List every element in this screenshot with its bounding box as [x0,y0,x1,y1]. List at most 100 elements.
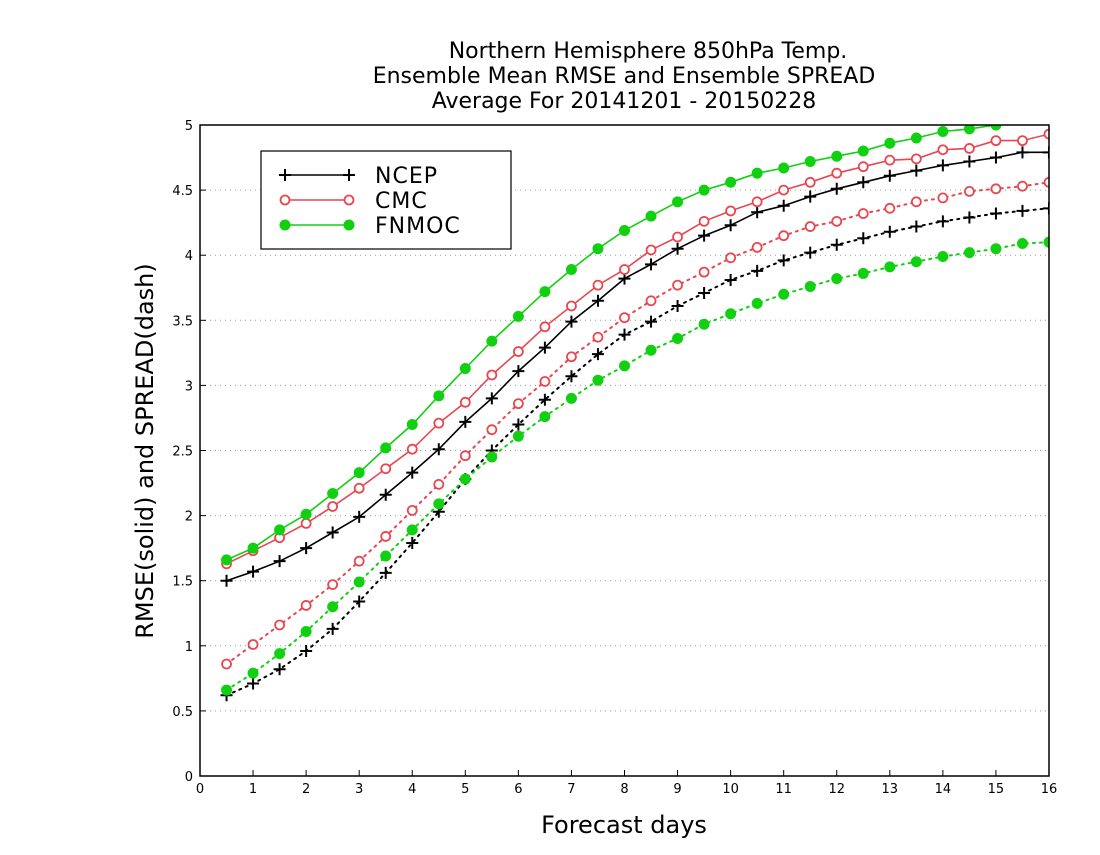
point-fnmoc-rmse-9 [459,362,471,374]
point-cmc-spread-22 [804,221,816,232]
point-fnmoc-spread-7 [406,524,418,536]
legend-marker-fnmoc-start [279,219,291,231]
point-ncep-rmse-30 [1016,146,1029,159]
point-fnmoc-spread-11 [512,430,524,442]
point-ncep-rmse-11 [512,365,525,378]
point-ncep-spread-29 [989,207,1002,220]
point-cmc-rmse-26 [910,153,922,165]
point-cmc-rmse-17 [672,231,683,243]
point-fnmoc-spread-30 [1016,237,1028,249]
legend-marker-fnmoc-end [343,219,355,231]
legend-item-cmc: CMC [279,189,427,214]
point-ncep-spread-22 [804,246,817,259]
point-cmc-spread-21 [778,230,790,242]
point-cmc-spread-8 [433,478,445,490]
x-tick-label-4: 4 [408,782,416,797]
point-cmc-spread-6 [380,531,392,542]
point-fnmoc-spread-24 [857,267,869,279]
point-fnmoc-rmse-11 [512,310,524,322]
point-cmc-rmse-19 [725,205,737,217]
x-tick-label-1: 1 [249,782,257,797]
point-ncep-rmse-3 [300,542,313,555]
point-fnmoc-rmse-19 [725,176,737,188]
point-fnmoc-rmse-28 [963,125,975,135]
point-fnmoc-rmse-22 [804,155,816,167]
y-axis-label: RMSE(solid) and SPREAD(dash) [131,263,159,639]
point-cmc-spread-24 [857,208,869,219]
point-cmc-spread-12 [539,376,551,387]
point-cmc-spread-19 [725,252,737,264]
legend-label-fnmoc: FNMOC [375,214,461,239]
point-ncep-spread-18 [698,286,711,299]
point-cmc-rmse-31 [1043,128,1049,140]
point-fnmoc-rmse-10 [486,335,498,347]
point-ncep-rmse-31 [1043,146,1049,159]
point-fnmoc-rmse-30 [1017,113,1027,123]
point-fnmoc-spread-13 [565,392,577,404]
y-tick-label-1: 0.5 [172,705,193,720]
point-fnmoc-rmse-24 [857,145,869,157]
point-ncep-rmse-26 [910,164,923,177]
series-fnmoc-rmse [221,113,1027,566]
point-cmc-spread-5 [353,555,365,567]
point-fnmoc-rmse-6 [380,442,392,454]
point-cmc-rmse-28 [964,143,975,154]
line-fnmoc-spread [225,241,1049,692]
point-cmc-spread-26 [910,196,922,208]
point-cmc-rmse-29 [990,135,1002,147]
title-line-3: Average For 20141201 - 20150228 [432,89,817,114]
point-ncep-rmse-6 [379,488,392,501]
point-ncep-rmse-25 [883,169,896,182]
x-tick-label-16: 16 [1041,782,1058,797]
x-tick-label-2: 2 [302,782,310,797]
point-cmc-spread-1 [247,639,259,650]
point-ncep-rmse-0 [220,574,233,587]
axes [199,124,1050,777]
point-fnmoc-rmse-17 [672,196,684,208]
point-cmc-rmse-10 [486,369,498,381]
y-tick-label-4: 2 [185,510,193,525]
legend-marker-ncep-end [343,169,355,181]
point-fnmoc-rmse-4 [327,487,339,499]
point-fnmoc-rmse-12 [539,286,551,298]
y-tick-label-3: 1.5 [172,575,193,590]
point-cmc-rmse-11 [512,346,524,357]
point-ncep-rmse-28 [963,155,976,168]
point-cmc-spread-17 [672,279,683,291]
point-ncep-spread-26 [910,220,923,233]
point-fnmoc-spread-8 [433,498,445,510]
point-fnmoc-spread-20 [751,297,763,309]
point-fnmoc-rmse-15 [619,224,630,236]
point-cmc-spread-10 [486,424,498,436]
point-ncep-spread-31 [1043,202,1049,215]
point-fnmoc-spread-1 [247,667,259,679]
plot-area [220,113,1049,702]
point-fnmoc-spread-27 [937,251,949,263]
point-fnmoc-spread-4 [327,601,339,613]
point-ncep-spread-12 [538,393,551,406]
point-cmc-rmse-8 [433,417,445,429]
point-fnmoc-spread-6 [380,550,392,562]
point-cmc-rmse-27 [937,144,949,156]
point-fnmoc-spread-10 [486,451,498,463]
point-ncep-spread-30 [1016,204,1029,217]
y-tick-label-2: 1 [185,640,193,655]
point-ncep-rmse-14 [591,294,604,307]
point-cmc-spread-14 [592,331,604,343]
point-ncep-spread-16 [645,315,658,328]
point-fnmoc-rmse-21 [778,162,790,174]
line-cmc-spread [225,181,1049,665]
point-fnmoc-spread-3 [300,625,312,637]
point-ncep-spread-17 [671,299,684,312]
point-ncep-rmse-17 [671,242,684,255]
point-fnmoc-spread-0 [221,684,233,696]
point-cmc-spread-29 [990,183,1002,195]
point-fnmoc-spread-19 [725,308,737,320]
legend-label-ncep: NCEP [375,164,438,189]
point-fnmoc-spread-2 [274,648,286,660]
point-cmc-spread-31 [1043,176,1049,188]
point-cmc-rmse-9 [459,396,471,408]
line-ncep-spread [225,207,1049,697]
point-fnmoc-rmse-20 [751,167,763,179]
